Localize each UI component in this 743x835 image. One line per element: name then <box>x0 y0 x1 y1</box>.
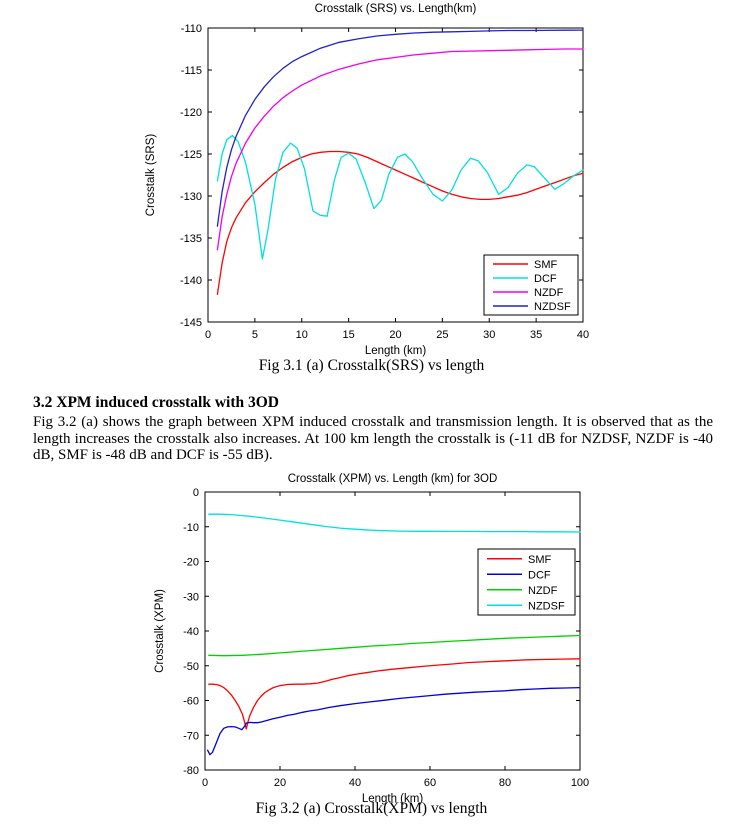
y-tick-label: -140 <box>180 275 202 287</box>
y-tick-label: -10 <box>183 522 199 534</box>
figure-3-2-caption: Fig 3.2 (a) Crosstalk(XPM) vs length <box>255 800 488 817</box>
legend-label-smf: SMF <box>534 259 558 271</box>
series-line-nzdf <box>208 634 581 657</box>
section-heading: 3.2 XPM induced crosstalk with 3OD <box>33 394 280 411</box>
y-axis-label: Crosstalk (SRS) <box>145 134 157 217</box>
x-tick-label: 80 <box>499 777 511 789</box>
y-tick-label: -80 <box>183 765 199 777</box>
y-tick-label: -135 <box>180 233 202 245</box>
series-line-dcf <box>206 686 581 756</box>
x-tick-label: 10 <box>296 329 308 341</box>
chart-title: Crosstalk (XPM) vs. Length (km) for 3OD <box>288 473 498 485</box>
srs-vs-length-chart: 0 5 10 15 20 25 30 35 40 -145 -140 -135 -130 -125 -120… <box>145 3 589 357</box>
x-tick-label: 0 <box>205 329 211 341</box>
series-line-dcf <box>216 134 584 260</box>
y-axis-label: Crosstalk (XPM) <box>154 589 166 673</box>
series-line-smf <box>216 150 584 295</box>
legend-label-dcf: DCF <box>528 569 551 581</box>
legend-label-nzdsf: NZDSF <box>534 301 571 313</box>
legend-label-nzdf: NZDF <box>528 585 558 597</box>
legend-label-nzdsf: NZDSF <box>528 600 565 612</box>
y-tick-label: -125 <box>180 149 202 161</box>
x-tick-label: 60 <box>424 777 436 789</box>
y-tick-label: -70 <box>183 730 199 742</box>
x-tick-label: 25 <box>436 329 448 341</box>
x-tick-label: 40 <box>577 329 589 341</box>
x-tick-label: 5 <box>252 329 258 341</box>
x-tick-label: 20 <box>274 777 286 789</box>
y-tick-label: -145 <box>180 317 202 329</box>
series-line-smf <box>208 658 581 730</box>
legend-box <box>477 548 576 616</box>
y-tick-label: -110 <box>181 23 202 35</box>
section-3-2: 3.2 XPM induced crosstalk with 3OD Fig 3… <box>33 394 713 464</box>
figure-3-1: 0 5 10 15 20 25 30 35 40 -145 -140 -135 -130 -125 -120… <box>140 0 620 363</box>
legend-label-smf: SMF <box>528 554 552 566</box>
series-line-nzdsf <box>208 513 581 533</box>
y-tick-label: -20 <box>183 557 199 569</box>
y-tick-label: -115 <box>181 65 202 77</box>
x-tick-label: 35 <box>530 329 542 341</box>
y-tick-label: -40 <box>183 626 199 638</box>
x-tick-label: 15 <box>343 329 355 341</box>
xpm-vs-length-chart: 0 20 40 60 80 100 -80 -70 -60 -50 -40 -30 -20 -10 0 Cro… <box>154 473 589 805</box>
y-tick-label: -120 <box>180 107 202 119</box>
x-axis-label: Length (km) <box>365 345 427 357</box>
x-axis-label: Length (km) <box>362 793 424 805</box>
series-line-nzdf <box>216 48 584 251</box>
x-tick-label: 40 <box>349 777 361 789</box>
legend-box <box>483 254 579 316</box>
legend-label-nzdf: NZDF <box>534 287 564 299</box>
y-tick-label: -50 <box>183 661 199 673</box>
figure-3-1-caption: Fig 3.1 (a) Crosstalk(SRS) vs length <box>258 357 485 374</box>
y-tick-label: -30 <box>183 591 199 603</box>
x-tick-label: 0 <box>202 777 208 789</box>
x-tick-label: 100 <box>571 777 589 789</box>
x-tick-label: 20 <box>389 329 401 341</box>
y-tick-label: 0 <box>193 487 199 499</box>
series-line-nzdsf <box>216 29 584 227</box>
legend-label-dcf: DCF <box>534 273 557 285</box>
figure-3-2: 0 20 40 60 80 100 -80 -70 -60 -50 -40 -30 -20 -10 0 Cro… <box>140 468 620 813</box>
section-paragraph: Fig 3.2 (a) shows the graph between XPM … <box>33 414 713 463</box>
y-tick-label: -60 <box>183 696 199 708</box>
y-tick-label: -130 <box>180 191 202 203</box>
x-tick-label: 30 <box>483 329 495 341</box>
plot-border <box>204 491 581 771</box>
chart-title: Crosstalk (SRS) vs. Length(km) <box>315 3 477 15</box>
